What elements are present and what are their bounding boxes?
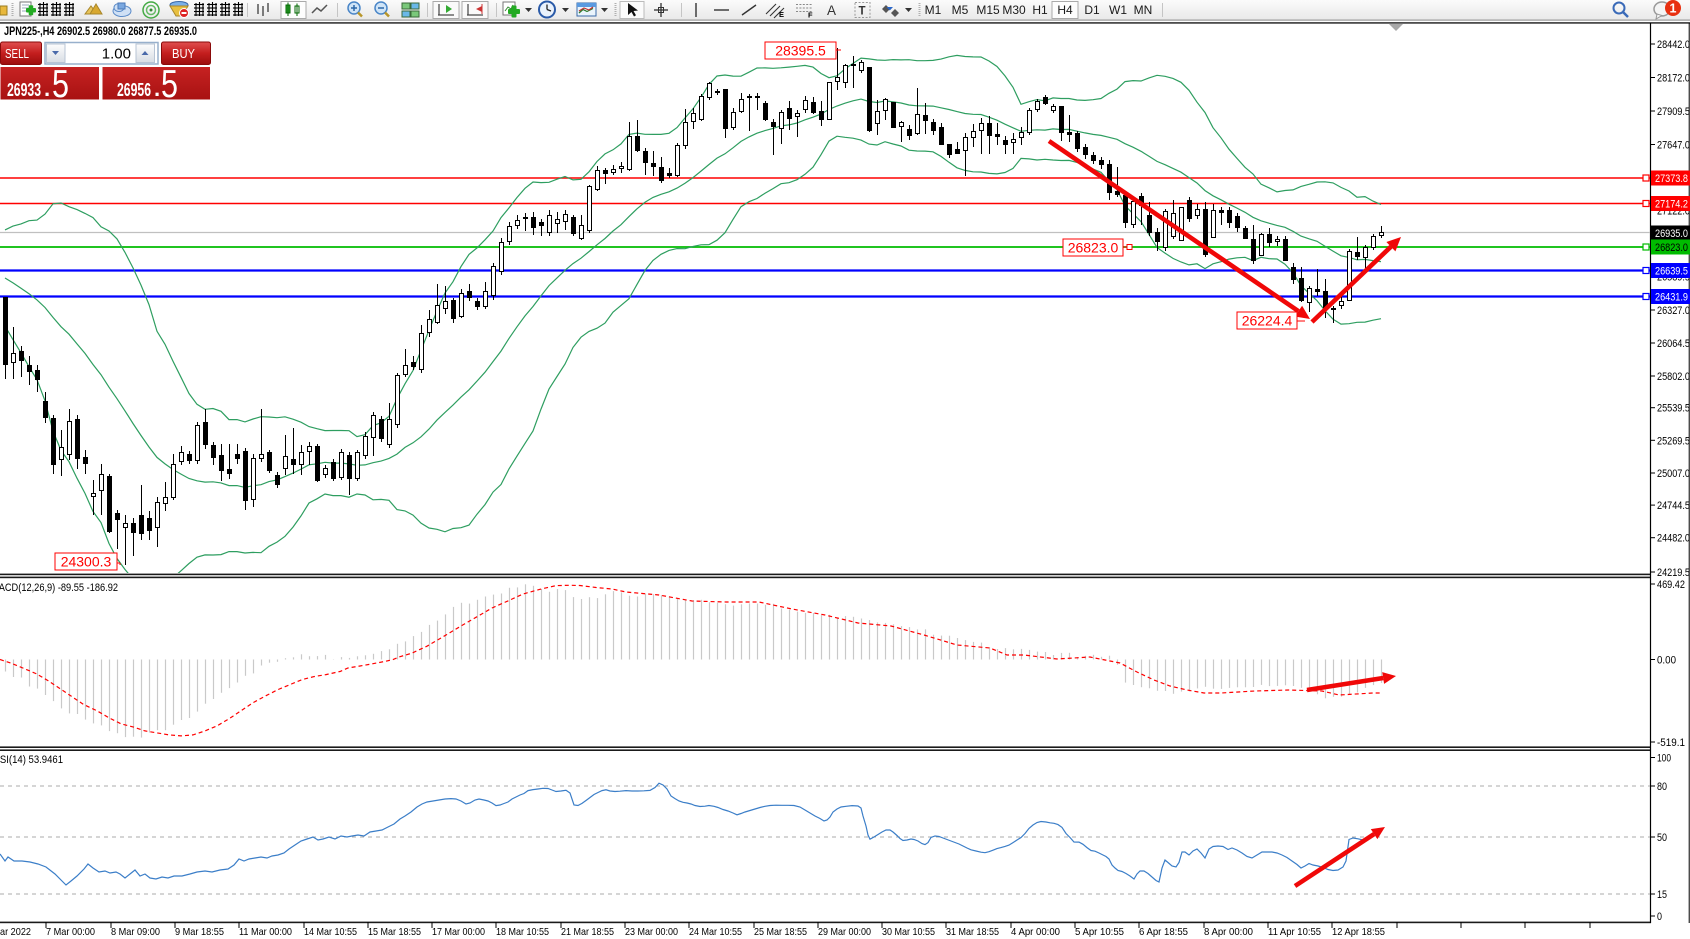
svg-text:26823.0: 26823.0	[1068, 240, 1119, 256]
svg-text:T: T	[859, 6, 866, 18]
svg-text:24219.5: 24219.5	[1657, 567, 1690, 579]
svg-text:26224.4: 26224.4	[1242, 313, 1293, 329]
svg-text:8 Mar 09:00: 8 Mar 09:00	[111, 926, 160, 938]
svg-text:M5: M5	[952, 3, 969, 17]
svg-text:25802.0: 25802.0	[1657, 371, 1690, 383]
svg-text:27174.2: 27174.2	[1655, 199, 1688, 211]
svg-text:23 Mar 00:00: 23 Mar 00:00	[625, 926, 678, 938]
svg-text:50: 50	[1657, 832, 1667, 844]
svg-text:-519.1: -519.1	[1657, 737, 1685, 749]
svg-text:15: 15	[1657, 889, 1667, 901]
svg-text:.: .	[154, 76, 160, 101]
svg-text:24482.0: 24482.0	[1657, 533, 1690, 545]
svg-text:26064.5: 26064.5	[1657, 338, 1690, 350]
svg-text:29 Mar 00:00: 29 Mar 00:00	[818, 926, 871, 938]
svg-text:18 Mar 10:55: 18 Mar 10:55	[496, 926, 549, 938]
svg-text:21 Mar 18:55: 21 Mar 18:55	[561, 926, 614, 938]
svg-text:28172.0: 28172.0	[1657, 73, 1690, 85]
svg-text:JPN225-,H4 26902.5 26980.0 26: JPN225-,H4 26902.5 26980.0 26877.5 26935…	[4, 26, 197, 38]
svg-text:11 Apr 10:55: 11 Apr 10:55	[1268, 926, 1321, 938]
svg-text:M15: M15	[976, 3, 1000, 17]
svg-text:27909.5: 27909.5	[1657, 106, 1690, 118]
svg-text:15 Mar 18:55: 15 Mar 18:55	[368, 926, 421, 938]
svg-text:A: A	[827, 3, 836, 18]
svg-text:5 Apr 10:55: 5 Apr 10:55	[1075, 926, 1124, 938]
svg-text:5: 5	[161, 63, 178, 106]
svg-text:80: 80	[1657, 781, 1667, 793]
svg-text:0.00: 0.00	[1657, 655, 1676, 667]
svg-text:31 Mar 18:55: 31 Mar 18:55	[946, 926, 999, 938]
svg-text:469.42: 469.42	[1657, 579, 1685, 591]
svg-text:M1: M1	[925, 3, 942, 17]
svg-text:26431.9: 26431.9	[1655, 292, 1688, 304]
svg-text:25539.5: 25539.5	[1657, 403, 1690, 415]
svg-text:26327.0: 26327.0	[1657, 305, 1690, 317]
svg-text:26935.0: 26935.0	[1655, 228, 1688, 240]
svg-text:11 Mar 00:00: 11 Mar 00:00	[239, 926, 292, 938]
svg-text:28395.5: 28395.5	[775, 43, 826, 59]
svg-text:W1: W1	[1109, 3, 1127, 17]
svg-text:H1: H1	[1032, 3, 1048, 17]
svg-text:1: 1	[1670, 2, 1677, 16]
svg-text:BUY: BUY	[172, 46, 195, 61]
svg-text:100: 100	[1657, 753, 1671, 765]
svg-text:25269.5: 25269.5	[1657, 435, 1690, 447]
svg-text:6 Apr 18:55: 6 Apr 18:55	[1139, 926, 1188, 938]
svg-text:24300.3: 24300.3	[61, 554, 112, 570]
svg-text:26823.0: 26823.0	[1655, 242, 1688, 254]
svg-text:E: E	[779, 10, 784, 19]
svg-text:9 Mar 18:55: 9 Mar 18:55	[175, 926, 224, 938]
svg-text:26639.5: 26639.5	[1655, 266, 1688, 278]
svg-text:F: F	[808, 11, 813, 20]
svg-text:26933: 26933	[7, 80, 41, 100]
svg-text:25007.0: 25007.0	[1657, 468, 1690, 480]
svg-text:0: 0	[1657, 911, 1662, 923]
svg-text:MACD(12,26,9) -89.55 -186.92: MACD(12,26,9) -89.55 -186.92	[0, 582, 118, 594]
svg-text:28442.0: 28442.0	[1657, 39, 1690, 51]
svg-text:ar 2022: ar 2022	[0, 926, 31, 938]
svg-text:27647.0: 27647.0	[1657, 140, 1690, 152]
svg-text:H4: H4	[1057, 3, 1073, 17]
svg-text:27373.8: 27373.8	[1655, 173, 1688, 185]
svg-text:SELL: SELL	[5, 46, 29, 61]
svg-text:8 Apr 00:00: 8 Apr 00:00	[1204, 926, 1253, 938]
svg-text:M30: M30	[1002, 3, 1026, 17]
svg-text:12 Apr 18:55: 12 Apr 18:55	[1332, 926, 1385, 938]
svg-text:30 Mar 10:55: 30 Mar 10:55	[882, 926, 935, 938]
svg-text:5: 5	[52, 63, 69, 106]
svg-text:MN: MN	[1134, 3, 1153, 17]
svg-text:RSI(14) 53.9461: RSI(14) 53.9461	[0, 754, 63, 766]
svg-text:14 Mar 10:55: 14 Mar 10:55	[304, 926, 357, 938]
svg-text:26956: 26956	[117, 80, 151, 100]
svg-text:25 Mar 18:55: 25 Mar 18:55	[754, 926, 807, 938]
svg-text:D1: D1	[1084, 3, 1100, 17]
svg-text:1.00: 1.00	[102, 46, 131, 63]
svg-text:.: .	[44, 76, 50, 101]
svg-text:24744.5: 24744.5	[1657, 500, 1690, 512]
svg-text:4 Apr 00:00: 4 Apr 00:00	[1011, 926, 1060, 938]
svg-text:24 Mar 10:55: 24 Mar 10:55	[689, 926, 742, 938]
svg-text:7 Mar 00:00: 7 Mar 00:00	[46, 926, 95, 938]
svg-text:17 Mar 00:00: 17 Mar 00:00	[432, 926, 485, 938]
